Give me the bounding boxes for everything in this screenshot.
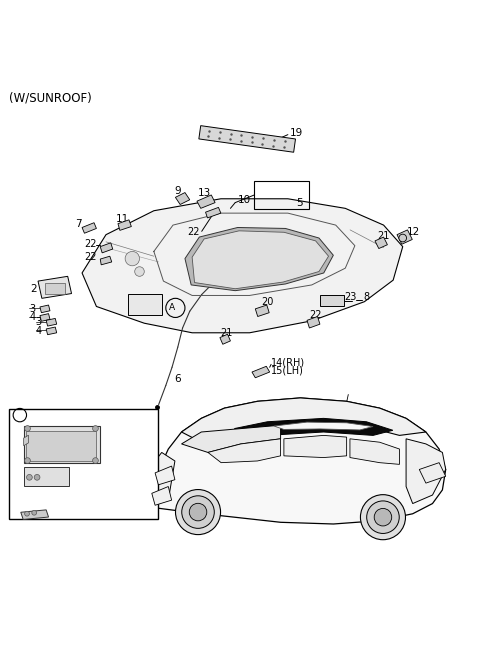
Text: 26: 26 [60, 479, 73, 489]
Polygon shape [25, 431, 96, 461]
Text: 23: 23 [344, 292, 357, 302]
FancyBboxPatch shape [321, 295, 344, 306]
Polygon shape [40, 305, 50, 313]
Circle shape [176, 489, 220, 535]
Polygon shape [199, 126, 296, 152]
Polygon shape [175, 193, 190, 205]
Text: 9: 9 [174, 186, 180, 196]
Text: 6: 6 [174, 374, 180, 384]
Text: 15(LH): 15(LH) [271, 365, 304, 375]
Polygon shape [350, 439, 399, 464]
Text: 22: 22 [187, 227, 200, 237]
Text: 7: 7 [75, 218, 82, 229]
Polygon shape [21, 510, 48, 520]
Polygon shape [24, 435, 28, 445]
Polygon shape [185, 228, 333, 291]
Text: 3: 3 [36, 318, 42, 327]
Polygon shape [152, 487, 172, 505]
Polygon shape [192, 231, 328, 289]
Text: 10: 10 [238, 195, 251, 205]
FancyBboxPatch shape [128, 295, 162, 315]
Circle shape [34, 474, 40, 480]
Text: 8: 8 [363, 292, 369, 302]
Circle shape [24, 458, 30, 463]
FancyBboxPatch shape [24, 467, 69, 486]
FancyBboxPatch shape [24, 426, 100, 463]
Polygon shape [375, 237, 387, 249]
Circle shape [189, 503, 207, 521]
Polygon shape [205, 207, 221, 218]
Polygon shape [40, 314, 50, 321]
Text: (W/SUNROOF): (W/SUNROOF) [9, 92, 92, 105]
Polygon shape [155, 466, 175, 485]
Polygon shape [46, 318, 57, 326]
Circle shape [93, 458, 98, 463]
Polygon shape [284, 436, 347, 457]
Polygon shape [234, 419, 393, 436]
Polygon shape [181, 398, 426, 442]
Polygon shape [38, 276, 72, 298]
Text: 4: 4 [36, 326, 42, 336]
Polygon shape [406, 439, 446, 504]
Polygon shape [307, 316, 320, 328]
Circle shape [374, 508, 392, 526]
Text: 3: 3 [29, 304, 36, 314]
Circle shape [24, 511, 29, 516]
Polygon shape [82, 199, 403, 333]
Polygon shape [181, 425, 281, 453]
Polygon shape [46, 327, 57, 335]
Text: 14(RH): 14(RH) [271, 358, 305, 367]
Polygon shape [118, 220, 132, 230]
Circle shape [93, 426, 98, 432]
Text: 22: 22 [84, 252, 96, 262]
Polygon shape [82, 222, 96, 234]
Polygon shape [274, 422, 373, 430]
Text: 1: 1 [130, 297, 136, 306]
Circle shape [24, 426, 30, 432]
Text: 21: 21 [220, 328, 232, 338]
Text: 13: 13 [198, 188, 211, 198]
Polygon shape [197, 195, 215, 209]
FancyBboxPatch shape [45, 283, 65, 293]
Circle shape [360, 495, 406, 540]
Text: 19: 19 [290, 128, 303, 138]
Polygon shape [255, 305, 269, 316]
Circle shape [125, 251, 140, 266]
Polygon shape [208, 439, 281, 462]
Text: 22: 22 [84, 239, 96, 249]
Text: 22: 22 [309, 310, 322, 319]
Text: 2: 2 [30, 284, 37, 294]
Polygon shape [252, 366, 270, 378]
Text: 5: 5 [297, 197, 303, 207]
Text: 26: 26 [60, 487, 73, 497]
Polygon shape [220, 334, 230, 344]
Circle shape [135, 267, 144, 276]
Polygon shape [397, 230, 412, 244]
Text: 24: 24 [102, 464, 115, 475]
Polygon shape [100, 256, 112, 265]
Circle shape [399, 234, 407, 242]
Text: 21: 21 [377, 231, 389, 241]
Polygon shape [100, 243, 113, 253]
Polygon shape [148, 453, 175, 507]
Circle shape [182, 496, 214, 528]
Text: 11: 11 [116, 214, 129, 224]
Circle shape [26, 474, 32, 480]
Polygon shape [420, 462, 446, 483]
Text: 12: 12 [407, 227, 420, 237]
Text: A: A [13, 411, 19, 420]
Circle shape [32, 510, 36, 515]
Text: 4: 4 [29, 312, 36, 323]
FancyBboxPatch shape [9, 409, 157, 520]
Text: 20: 20 [261, 297, 274, 307]
Circle shape [367, 501, 399, 533]
Text: A: A [168, 303, 175, 312]
Polygon shape [148, 398, 446, 524]
